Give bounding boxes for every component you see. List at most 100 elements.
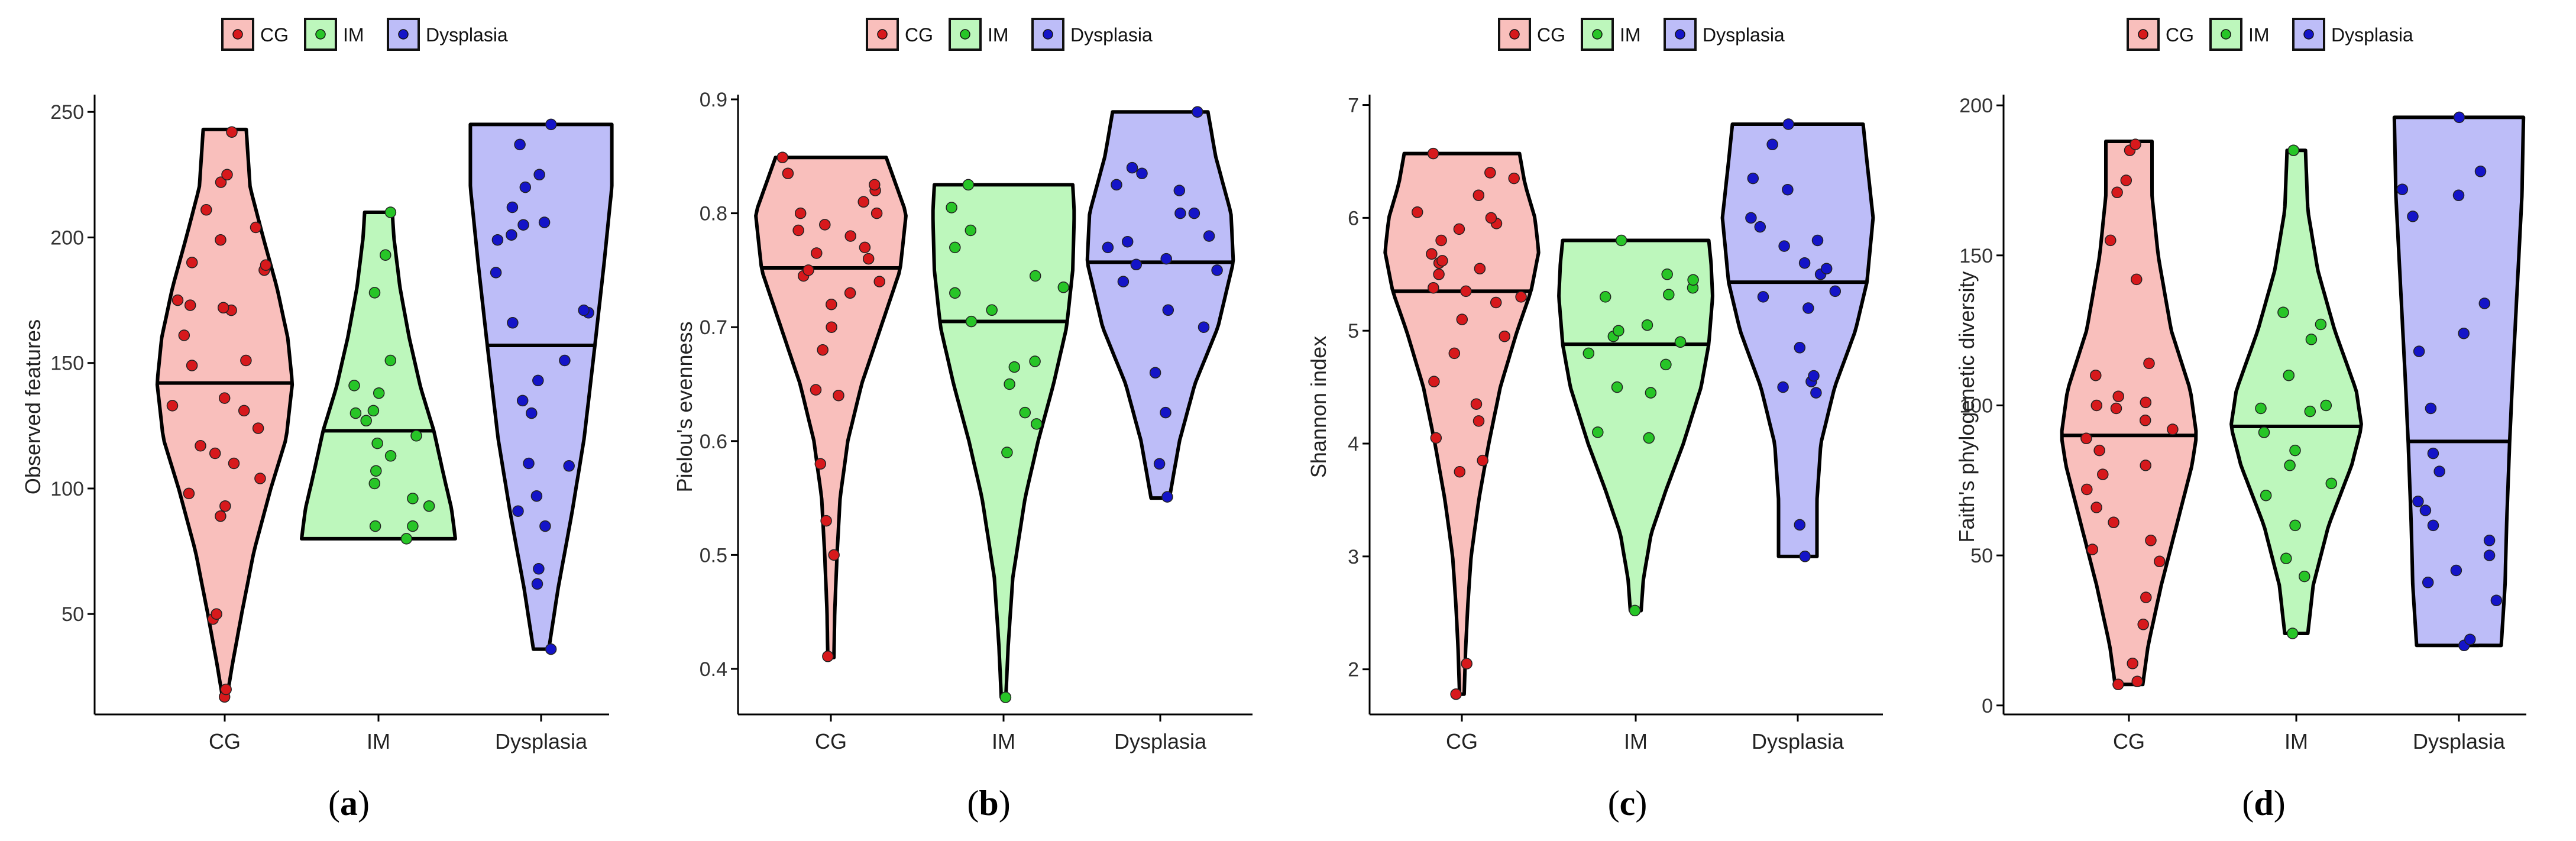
data-point (2131, 273, 2143, 286)
data-point (166, 400, 179, 412)
y-axis-title: Pielou's evenness (672, 321, 697, 492)
data-point (1745, 212, 1757, 224)
data-point (1436, 255, 1448, 267)
axes: 50 100 150 200 250 (50, 95, 609, 722)
data-point (530, 490, 543, 502)
data-point (828, 549, 840, 561)
legend-dot (315, 29, 326, 40)
data-point (1029, 355, 1041, 367)
data-point (1111, 179, 1122, 191)
panel-label-close: ) (358, 784, 370, 823)
data-point (384, 354, 397, 367)
data-point (2127, 658, 2138, 669)
data-point (186, 360, 198, 371)
violin-body (1383, 151, 1541, 696)
data-point (1808, 370, 1820, 382)
data-point (171, 294, 184, 306)
data-point (2422, 577, 2434, 588)
y-axis-title: Faith's phylogenetic diversity (1954, 271, 1979, 542)
legend-item-im: IM (304, 18, 364, 51)
data-point (195, 440, 206, 452)
data-point (2286, 627, 2299, 639)
data-point (348, 380, 360, 392)
legend-item-cg: CG (1498, 18, 1565, 51)
violin-dysplasia (468, 118, 614, 655)
data-point (2112, 678, 2124, 691)
data-point (776, 151, 788, 163)
data-point (1473, 415, 1485, 427)
data-point (1136, 167, 1148, 179)
x-tick-label: CG (209, 729, 241, 753)
data-point (1448, 347, 1461, 360)
data-point (1411, 206, 1423, 218)
y-tick-label: 0.7 (700, 316, 727, 339)
panel-label-open: ( (967, 784, 979, 823)
x-tick-label: IM (2284, 729, 2308, 753)
data-point (215, 176, 227, 188)
violin-im (931, 179, 1076, 703)
data-point (826, 321, 837, 333)
panel-label-close: ) (999, 784, 1011, 823)
data-point (1613, 325, 1624, 337)
data-point (792, 224, 804, 237)
y-tick-label: 150 (1959, 245, 1993, 267)
data-point (1611, 381, 1623, 393)
data-point (410, 430, 422, 442)
y-tick-label: 50 (62, 603, 84, 626)
data-point (545, 118, 557, 131)
data-point (1427, 147, 1439, 160)
legend: CG IM Dysplasia (2127, 18, 2413, 51)
data-point (1829, 285, 1842, 297)
legend-swatch (866, 18, 899, 51)
data-point (811, 247, 823, 259)
panel-label-close: ) (1635, 784, 1647, 823)
data-point (817, 344, 829, 356)
data-point (215, 510, 226, 522)
data-point (2320, 399, 2332, 412)
legend-swatch (1581, 18, 1614, 51)
legend-item-im: IM (2209, 18, 2270, 51)
data-point (1161, 491, 1173, 503)
data-point (2425, 402, 2437, 415)
data-point (1428, 376, 1440, 387)
panel-label: (a) (328, 784, 370, 823)
data-point (1641, 319, 1653, 331)
data-point (2112, 390, 2124, 402)
violin-cg (155, 126, 295, 703)
legend-item-im: IM (1581, 18, 1641, 51)
data-point (2412, 496, 2424, 507)
violin-dysplasia (1720, 118, 1875, 562)
data-point (962, 179, 975, 191)
axes: 0.4 0.5 0.6 0.7 0.8 0.9 (700, 89, 1253, 722)
data-point (857, 196, 869, 208)
data-point (1663, 289, 1675, 300)
violin-body (155, 127, 295, 699)
data-point (1660, 358, 1672, 371)
data-point (782, 167, 794, 179)
data-point (219, 500, 231, 512)
legend-dot (2221, 29, 2231, 40)
data-point (1811, 234, 1824, 247)
violin-body (1085, 110, 1235, 500)
legend-dot (1043, 29, 1053, 40)
data-point (215, 234, 226, 246)
data-point (1674, 336, 1687, 348)
data-point (260, 259, 272, 271)
data-point (1057, 282, 1070, 293)
panel-label: (d) (2242, 784, 2285, 823)
data-point (373, 387, 385, 399)
data-point (186, 257, 198, 269)
data-point (538, 216, 551, 228)
y-tick-label: 2 (1348, 659, 1359, 681)
data-point (407, 520, 419, 532)
data-point (2154, 555, 2166, 568)
y-tick-label: 50 (1970, 545, 1993, 567)
panel-label-letter: b (979, 784, 998, 823)
data-point (349, 407, 362, 419)
panel-label-close: ) (2274, 784, 2286, 823)
data-point (1477, 454, 1488, 467)
y-tick-label: 6 (1348, 207, 1359, 229)
y-tick-label: 0.8 (700, 203, 727, 225)
data-point (369, 520, 381, 532)
data-point (531, 578, 543, 590)
